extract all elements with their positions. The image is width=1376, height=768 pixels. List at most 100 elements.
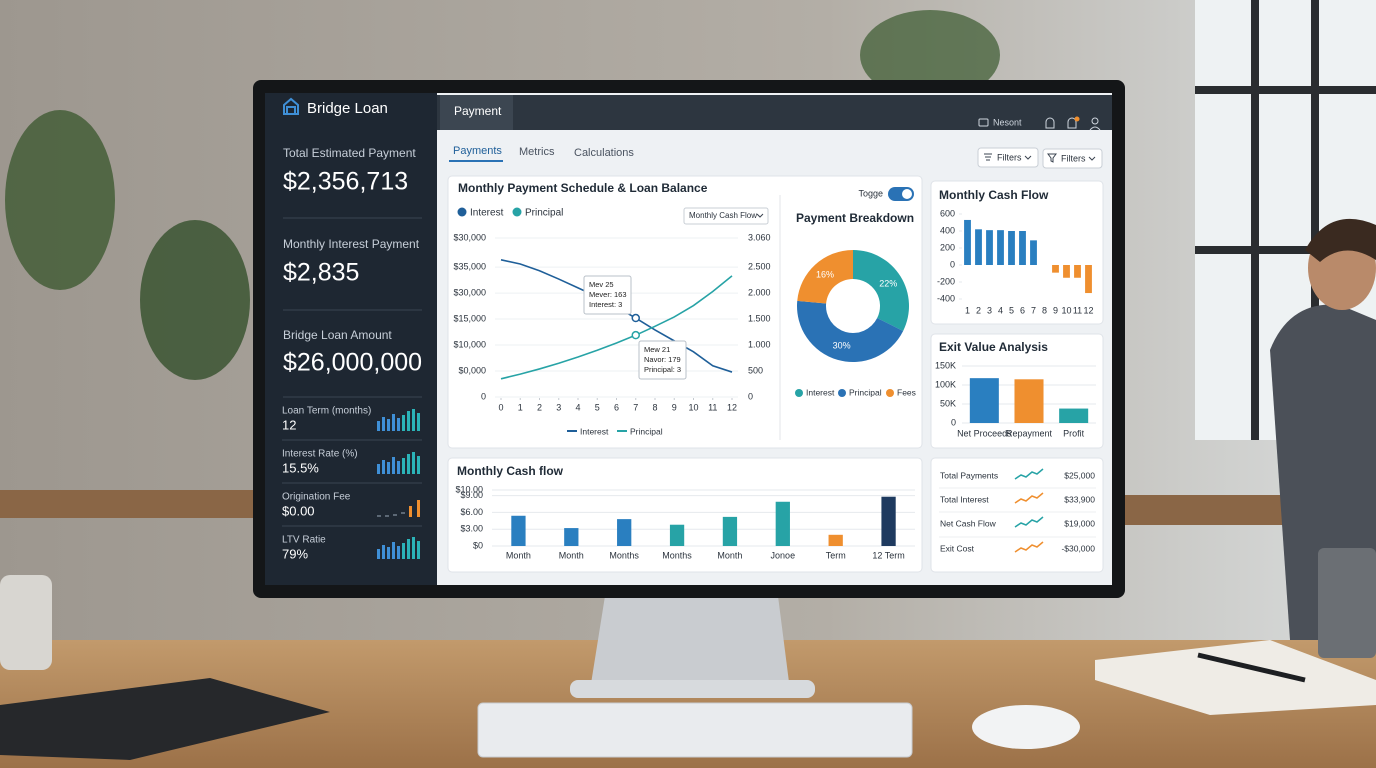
slice-label: 22% (879, 279, 897, 289)
account-icon (978, 118, 989, 127)
user-icon (1089, 126, 1101, 131)
y-tick-label: 0 (950, 259, 955, 269)
topbar-tab-label[interactable]: Payment (454, 104, 502, 118)
y-tick-label: 100K (935, 379, 956, 389)
y-tick-label: $0 (473, 540, 483, 550)
chevron (1024, 155, 1032, 160)
x-tick-label: 10 (688, 402, 698, 412)
y-tick-label: $15,000 (453, 313, 486, 323)
keyboard (477, 702, 913, 758)
legend-dot (838, 389, 846, 397)
bar (1074, 265, 1081, 278)
x-tick-label: 5 (1009, 305, 1014, 315)
tooltips: Mev 25 Mever: 163 Interest: 3 Mew 21 Nav… (583, 275, 687, 380)
summary-value: $25,000 (1064, 470, 1095, 480)
pen (1197, 652, 1306, 683)
y2-tick-label: 1.000 (748, 339, 771, 349)
legend-label: Interest (470, 208, 504, 219)
summary: Total Payments $25,000 Total Interest $3… (939, 468, 1096, 553)
kpi-value: $2,356,713 (283, 168, 408, 196)
topbar-tab[interactable] (440, 95, 513, 130)
tooltip-text: Interest: 3 (589, 300, 622, 309)
x-tick-label: 5 (595, 402, 600, 412)
user-icon[interactable] (1091, 117, 1099, 125)
x-tick-label: 12 (1083, 305, 1093, 315)
x-tick-label: Jonoe (771, 550, 796, 560)
legend-label: Principal (849, 387, 882, 397)
bar (1030, 240, 1037, 265)
panel-title: Payment Breakdown (796, 211, 914, 225)
bar (969, 378, 999, 423)
y-tick-label: $10.00 (455, 484, 483, 494)
dropdown-label[interactable]: Monthly Cash Flow (689, 211, 757, 220)
x-tick-label: 4 (575, 402, 580, 412)
x-tick-label: 2 (976, 305, 981, 315)
account-name[interactable]: Nesont (993, 117, 1022, 127)
tooltip-text: Navor: 179 (644, 355, 681, 364)
bell-icons[interactable] (1045, 117, 1077, 129)
tooltip-text: Mev 25 (589, 280, 614, 289)
filter-button[interactable] (977, 147, 1039, 168)
kpi-label: Total Estimated Payment (283, 146, 416, 160)
bar (775, 501, 790, 546)
y-tick-label: -400 (937, 293, 955, 303)
y-tick-label: 150K (935, 360, 956, 370)
x-tick-label: Term (826, 550, 846, 560)
line (500, 275, 733, 380)
legend-dot (457, 207, 467, 217)
x-tick-label: 9 (672, 402, 677, 412)
notification-dot (1074, 116, 1080, 122)
panel (930, 457, 1104, 573)
metric-label: Origination Fee (282, 492, 351, 503)
tab[interactable]: Calculations (574, 147, 634, 159)
filter-button[interactable] (1042, 148, 1103, 169)
y2-tick-label: 500 (748, 365, 763, 375)
bar (722, 516, 738, 546)
dropdown[interactable] (683, 207, 769, 225)
mouse (972, 705, 1080, 749)
person-hair (1305, 218, 1376, 262)
sparkline (417, 500, 420, 517)
slice-label: 30% (833, 340, 851, 350)
x-tick-label: Net Proceeds (957, 428, 1012, 438)
kpi-label: Bridge Loan Amount (283, 328, 392, 342)
legend-label: Principal (630, 426, 663, 436)
metric-value: 15.5% (282, 460, 319, 475)
toggle-knob (902, 189, 912, 199)
bar (511, 515, 526, 546)
filter-label[interactable]: Filters (997, 152, 1022, 162)
legend-label: Interest (806, 387, 835, 397)
x-tick-label: 3 (987, 305, 992, 315)
donut-slice (853, 250, 910, 331)
sparkline (409, 506, 412, 517)
y2-tick-label: 2.500 (748, 261, 771, 271)
x-tick-label: 7 (633, 402, 638, 412)
panel-title: Monthly Cash flow (457, 464, 564, 478)
summary-label: Exit Cost (940, 543, 975, 553)
x-tick-label: 1 (518, 402, 523, 412)
bar (986, 230, 993, 265)
y2-tick-label: 1.500 (748, 313, 771, 323)
plant (5, 110, 115, 290)
metric-label: Interest Rate (%) (282, 449, 358, 460)
filter-icon (1047, 153, 1057, 163)
metric-label: LTV Ratie (282, 535, 326, 546)
bar (1063, 265, 1070, 278)
tooltip-text: Mever: 163 (589, 290, 627, 299)
y-tick-label: $30,000 (453, 287, 486, 297)
legend-dot (512, 207, 522, 217)
tab[interactable]: Payments (453, 145, 502, 157)
bar (1019, 231, 1026, 265)
x-tick-label: 2 (537, 402, 542, 412)
y2-tick-label: 2.000 (748, 287, 771, 297)
x-tick-label: 11 (1073, 305, 1082, 315)
bar (997, 230, 1004, 265)
x-tick-label: 3 (556, 402, 561, 412)
metric-value: $0.00 (282, 503, 315, 518)
tab[interactable]: Metrics (519, 146, 555, 158)
x-tick-label: 0 (498, 402, 503, 412)
x-tick-label: 6 (614, 402, 619, 412)
filter-label[interactable]: Filters (1061, 153, 1086, 163)
legend-label: Principal (525, 208, 563, 219)
x-tick-label: 11 (708, 402, 717, 412)
